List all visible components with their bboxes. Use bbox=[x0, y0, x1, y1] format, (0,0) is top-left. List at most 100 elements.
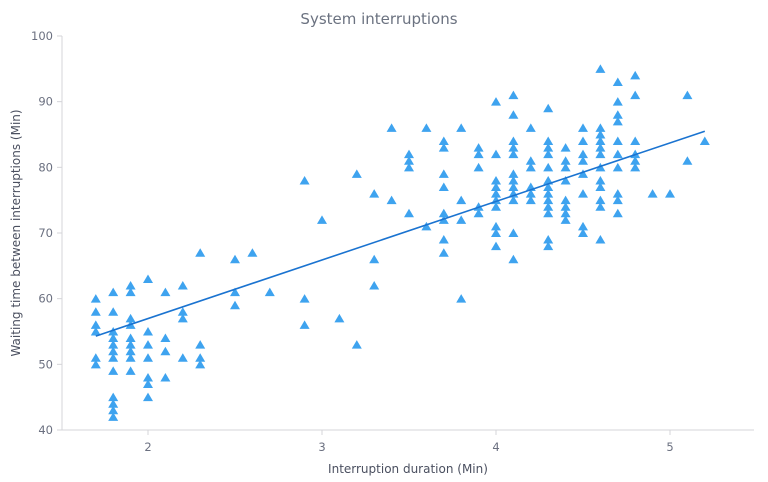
triangle-marker-icon bbox=[456, 195, 467, 205]
triangle-marker-icon bbox=[160, 287, 171, 297]
triangle-marker-icon bbox=[699, 136, 710, 146]
y-axis-label: Waiting time between interruptions (Min) bbox=[9, 109, 23, 356]
y-tick-label: 80 bbox=[38, 160, 53, 174]
triangle-marker-icon bbox=[125, 287, 136, 297]
x-tick-label: 5 bbox=[666, 440, 673, 454]
triangle-marker-icon bbox=[143, 379, 153, 389]
triangle-marker-icon bbox=[369, 254, 380, 264]
triangle-marker-icon bbox=[491, 189, 501, 198]
regression-line bbox=[95, 130, 706, 337]
triangle-marker-icon bbox=[491, 175, 501, 185]
triangle-marker-icon bbox=[177, 281, 188, 290]
triangle-marker-icon bbox=[508, 136, 519, 146]
triangle-marker-icon bbox=[508, 149, 519, 159]
triangle-marker-icon bbox=[421, 221, 432, 231]
x-tick-label: 4 bbox=[492, 440, 499, 454]
triangle-marker-icon bbox=[177, 313, 188, 323]
triangle-marker-icon bbox=[630, 136, 641, 146]
triangle-marker-icon bbox=[195, 340, 206, 349]
triangle-marker-icon bbox=[177, 353, 188, 362]
triangle-marker-icon bbox=[299, 320, 310, 329]
y-tick-label: 100 bbox=[31, 29, 53, 43]
triangle-marker-icon bbox=[438, 248, 449, 257]
triangle-marker-icon bbox=[560, 208, 571, 218]
triangle-marker-icon bbox=[438, 169, 449, 178]
triangle-marker-icon bbox=[456, 294, 467, 303]
triangle-marker-icon bbox=[595, 235, 606, 244]
triangle-marker-icon bbox=[404, 208, 414, 218]
triangle-marker-icon bbox=[404, 162, 414, 172]
triangle-marker-icon bbox=[560, 215, 571, 224]
triangle-marker-icon bbox=[595, 182, 606, 192]
triangle-marker-icon bbox=[543, 235, 554, 244]
triangle-marker-icon bbox=[508, 110, 519, 119]
triangle-marker-icon bbox=[369, 189, 380, 198]
triangle-marker-icon bbox=[143, 326, 153, 336]
triangle-marker-icon bbox=[108, 405, 119, 415]
triangle-marker-icon bbox=[473, 208, 484, 218]
triangle-marker-icon bbox=[578, 169, 588, 178]
triangle-marker-icon bbox=[108, 326, 119, 336]
triangle-marker-icon bbox=[90, 294, 101, 303]
x-tick-label: 3 bbox=[318, 440, 325, 454]
triangle-marker-icon bbox=[560, 162, 571, 172]
triangle-marker-icon bbox=[508, 228, 519, 237]
triangle-marker-icon bbox=[195, 353, 206, 362]
triangle-marker-icon bbox=[630, 90, 641, 100]
triangle-marker-icon bbox=[525, 189, 536, 198]
y-tick-label: 60 bbox=[38, 292, 53, 306]
triangle-marker-icon bbox=[525, 123, 536, 132]
triangle-marker-icon bbox=[317, 215, 327, 224]
triangle-marker-icon bbox=[438, 182, 449, 192]
trendline bbox=[95, 130, 706, 337]
triangle-marker-icon bbox=[543, 182, 554, 192]
triangle-marker-icon bbox=[473, 162, 484, 172]
triangle-marker-icon bbox=[543, 195, 554, 205]
triangle-marker-icon bbox=[438, 143, 449, 152]
triangle-marker-icon bbox=[491, 241, 501, 251]
triangle-marker-icon bbox=[595, 143, 606, 152]
triangle-marker-icon bbox=[108, 287, 119, 297]
triangle-marker-icon bbox=[508, 90, 519, 100]
triangle-marker-icon bbox=[508, 182, 519, 192]
triangle-marker-icon bbox=[560, 202, 571, 211]
triangle-marker-icon bbox=[108, 412, 119, 421]
data-points bbox=[90, 64, 710, 421]
triangle-marker-icon bbox=[90, 326, 101, 336]
y-tick-label: 50 bbox=[38, 357, 53, 371]
triangle-marker-icon bbox=[404, 149, 414, 159]
triangle-marker-icon bbox=[508, 254, 519, 264]
triangle-marker-icon bbox=[491, 149, 501, 159]
triangle-marker-icon bbox=[543, 189, 554, 198]
y-tick-labels: 40 50 60 70 80 90 100 bbox=[31, 29, 62, 437]
triangle-marker-icon bbox=[647, 189, 658, 198]
triangle-marker-icon bbox=[491, 221, 501, 231]
triangle-marker-icon bbox=[177, 307, 188, 316]
triangle-marker-icon bbox=[438, 136, 449, 146]
triangle-marker-icon bbox=[108, 392, 119, 402]
triangle-marker-icon bbox=[595, 136, 606, 146]
triangle-marker-icon bbox=[264, 287, 275, 297]
triangle-marker-icon bbox=[630, 162, 641, 172]
triangle-marker-icon bbox=[578, 189, 588, 198]
triangle-marker-icon bbox=[247, 248, 258, 257]
triangle-marker-icon bbox=[456, 123, 467, 132]
triangle-marker-icon bbox=[612, 162, 623, 172]
triangle-marker-icon bbox=[612, 97, 623, 106]
triangle-marker-icon bbox=[108, 353, 119, 362]
triangle-marker-icon bbox=[508, 169, 519, 178]
triangle-marker-icon bbox=[560, 156, 571, 165]
triangle-marker-icon bbox=[543, 149, 554, 159]
triangle-marker-icon bbox=[525, 195, 536, 205]
triangle-marker-icon bbox=[578, 136, 588, 146]
triangle-marker-icon bbox=[612, 149, 623, 159]
triangle-marker-icon bbox=[491, 182, 501, 192]
triangle-marker-icon bbox=[543, 162, 554, 172]
triangle-marker-icon bbox=[491, 97, 501, 106]
triangle-marker-icon bbox=[543, 241, 554, 251]
triangle-marker-icon bbox=[299, 294, 310, 303]
triangle-marker-icon bbox=[578, 123, 588, 132]
triangle-marker-icon bbox=[90, 307, 101, 316]
triangle-marker-icon bbox=[90, 320, 101, 329]
